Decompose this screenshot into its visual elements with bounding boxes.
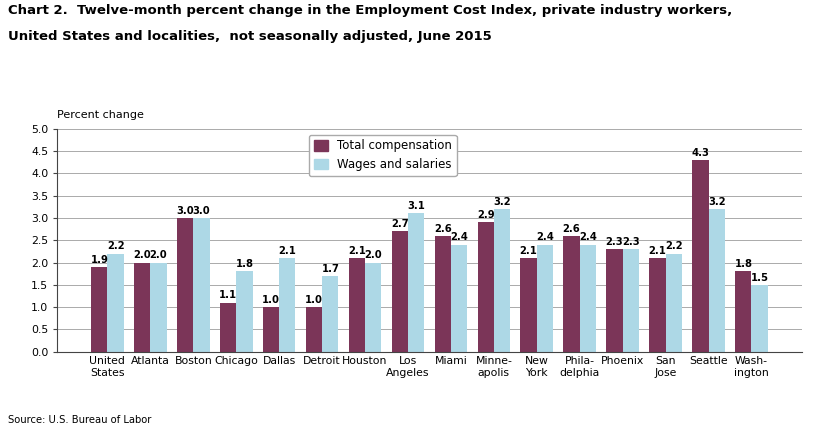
Bar xyxy=(365,263,381,352)
Bar xyxy=(494,209,510,352)
Bar xyxy=(322,276,339,352)
Bar xyxy=(279,258,295,352)
Text: 3.2: 3.2 xyxy=(493,197,510,207)
Bar xyxy=(220,303,236,352)
Text: 2.4: 2.4 xyxy=(579,233,597,242)
Text: 3.2: 3.2 xyxy=(708,197,726,207)
Text: 2.1: 2.1 xyxy=(348,246,366,256)
Text: 3.0: 3.0 xyxy=(177,205,194,216)
Text: 1.7: 1.7 xyxy=(321,264,339,274)
Text: 2.4: 2.4 xyxy=(536,233,554,242)
Text: 2.6: 2.6 xyxy=(563,224,581,233)
Bar xyxy=(735,272,752,352)
Text: 1.1: 1.1 xyxy=(219,290,237,300)
Text: 2.9: 2.9 xyxy=(477,210,495,220)
Bar xyxy=(564,236,580,352)
Bar xyxy=(478,222,494,352)
Text: 2.3: 2.3 xyxy=(622,237,640,247)
Bar xyxy=(451,245,467,352)
Bar xyxy=(193,218,209,352)
Bar xyxy=(91,267,107,352)
Text: Chart 2.  Twelve-month percent change in the Employment Cost Index, private indu: Chart 2. Twelve-month percent change in … xyxy=(8,4,732,17)
Bar xyxy=(520,258,537,352)
Text: 1.9: 1.9 xyxy=(90,255,108,265)
Text: 2.2: 2.2 xyxy=(665,242,682,251)
Text: 3.1: 3.1 xyxy=(407,201,425,211)
Text: 2.0: 2.0 xyxy=(364,250,382,260)
Text: 2.7: 2.7 xyxy=(391,219,409,229)
Bar xyxy=(236,272,253,352)
Text: United States and localities,  not seasonally adjusted, June 2015: United States and localities, not season… xyxy=(8,30,492,43)
Text: Source: U.S. Bureau of Labor: Source: U.S. Bureau of Labor xyxy=(8,415,151,425)
Text: 3.0: 3.0 xyxy=(192,205,210,216)
Bar xyxy=(134,263,151,352)
Bar xyxy=(151,263,167,352)
Text: 1.5: 1.5 xyxy=(751,272,769,283)
Text: 2.1: 2.1 xyxy=(649,246,667,256)
Text: 1.0: 1.0 xyxy=(262,295,280,305)
Bar xyxy=(537,245,553,352)
Bar xyxy=(306,307,322,352)
Text: 2.4: 2.4 xyxy=(450,233,468,242)
Text: 2.3: 2.3 xyxy=(605,237,623,247)
Text: 4.3: 4.3 xyxy=(691,148,709,158)
Text: 1.0: 1.0 xyxy=(305,295,323,305)
Bar xyxy=(408,214,425,352)
Text: 1.8: 1.8 xyxy=(735,259,753,269)
Bar xyxy=(263,307,279,352)
Text: 2.0: 2.0 xyxy=(150,250,168,260)
Bar xyxy=(348,258,365,352)
Bar xyxy=(107,254,124,352)
Bar xyxy=(177,218,193,352)
Bar xyxy=(692,160,708,352)
Text: 2.0: 2.0 xyxy=(133,250,151,260)
Bar xyxy=(752,285,768,352)
Bar xyxy=(606,249,622,352)
Text: Percent change: Percent change xyxy=(57,110,144,120)
Bar xyxy=(666,254,682,352)
Text: 2.2: 2.2 xyxy=(107,242,124,251)
Bar xyxy=(392,231,408,352)
Legend: Total compensation, Wages and salaries: Total compensation, Wages and salaries xyxy=(309,135,456,176)
Text: 2.1: 2.1 xyxy=(519,246,537,256)
Bar xyxy=(708,209,725,352)
Bar xyxy=(649,258,666,352)
Text: 2.1: 2.1 xyxy=(278,246,296,256)
Bar xyxy=(580,245,596,352)
Bar xyxy=(622,249,639,352)
Text: 2.6: 2.6 xyxy=(434,224,452,233)
Bar xyxy=(434,236,451,352)
Text: 1.8: 1.8 xyxy=(236,259,254,269)
